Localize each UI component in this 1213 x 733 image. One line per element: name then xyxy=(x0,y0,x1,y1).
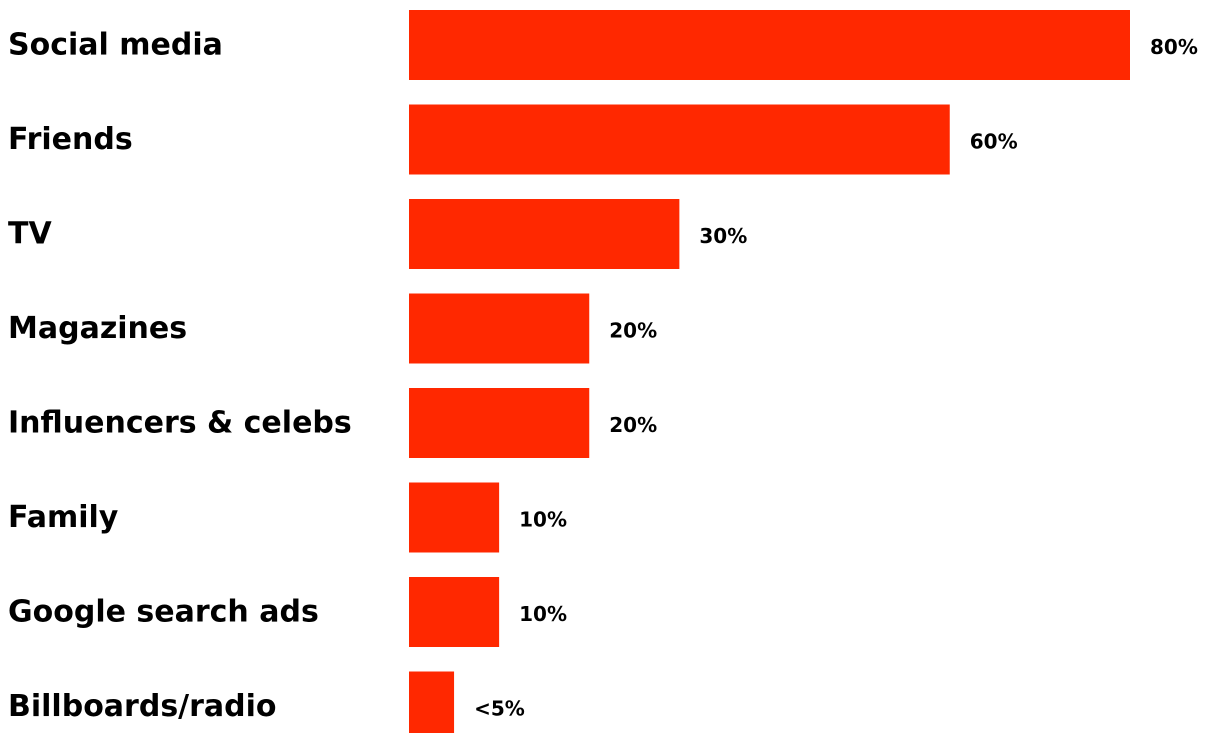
value-label: 20% xyxy=(609,319,657,343)
bar xyxy=(409,388,590,458)
bar xyxy=(409,671,455,733)
bar xyxy=(409,104,950,175)
bar xyxy=(409,293,590,364)
value-label: 60% xyxy=(970,130,1018,154)
bar xyxy=(409,577,500,647)
bar xyxy=(409,199,680,269)
category-label: Magazines xyxy=(8,311,187,346)
value-labels: 80% 60% 30% 20% 20% 10% 10% <5% xyxy=(474,35,1198,721)
value-label: 10% xyxy=(519,508,567,532)
bars xyxy=(409,10,1130,733)
category-label: Billboards/radio xyxy=(8,689,277,724)
category-label: Friends xyxy=(8,122,133,157)
value-label: <5% xyxy=(474,697,525,721)
value-label: 30% xyxy=(699,224,747,248)
value-label: 80% xyxy=(1150,35,1198,59)
category-labels: Social media Friends TV Magazines Influencer… xyxy=(8,28,352,725)
category-label: Social media xyxy=(8,28,223,63)
value-label: 10% xyxy=(519,602,567,626)
category-label: Google search ads xyxy=(8,595,319,630)
category-label: Influencers & celebs xyxy=(8,406,352,441)
bar xyxy=(409,482,500,553)
category-label: Family xyxy=(8,500,119,535)
value-label: 20% xyxy=(609,413,657,437)
bar xyxy=(409,10,1130,80)
category-label: TV xyxy=(8,217,52,252)
